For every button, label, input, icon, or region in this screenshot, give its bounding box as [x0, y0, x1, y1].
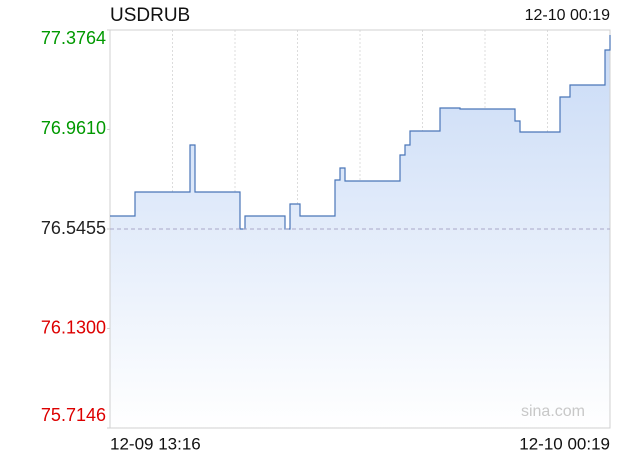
- watermark: sina.com: [521, 403, 585, 420]
- y-tick-label: 75.7146: [41, 405, 106, 425]
- x-tick-label: 12-10 00:19: [519, 434, 610, 453]
- area: [110, 35, 610, 429]
- y-tick-label: 76.1300: [41, 317, 106, 337]
- x-tick-label: 12-09 13:16: [110, 434, 201, 453]
- y-tick-label: 76.9610: [41, 118, 106, 138]
- y-tick-label: 76.5455: [41, 218, 106, 238]
- chart-title: USDRUB: [110, 5, 190, 26]
- y-tick-label: 77.3764: [41, 28, 106, 48]
- price-line: [110, 35, 611, 230]
- timestamp: 12-10 00:19: [525, 7, 611, 24]
